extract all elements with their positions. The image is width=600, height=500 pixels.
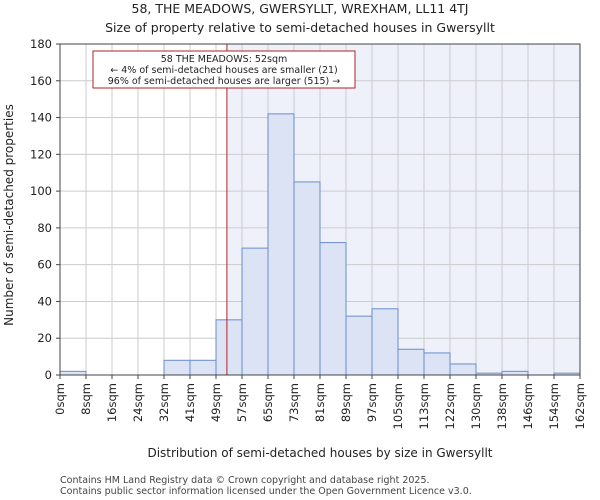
- annotation-frame: [92, 50, 356, 89]
- x-tick-label: 162sqm: [573, 383, 587, 429]
- y-tick-label: 0: [45, 368, 52, 382]
- y-tick-label: 60: [37, 258, 52, 272]
- y-tick-label: 120: [30, 147, 52, 161]
- y-tick-label: 140: [30, 111, 52, 125]
- bar-97sqm: [371, 308, 399, 376]
- x-tick-label: 0sqm: [53, 383, 67, 415]
- x-tick-label: 138sqm: [495, 383, 509, 429]
- x-tick-label: 73sqm: [287, 383, 301, 422]
- x-tick-label: 89sqm: [339, 383, 353, 422]
- y-tick-label: 40: [37, 294, 52, 308]
- x-tick-label: 32sqm: [157, 383, 171, 422]
- annotation-line-3: 96% of semi-detached houses are larger (…: [108, 76, 341, 87]
- y-tick-label: 80: [37, 221, 52, 235]
- y-tick-label: 180: [30, 37, 52, 51]
- x-tick-label: 81sqm: [313, 383, 327, 422]
- x-tick-label: 49sqm: [209, 383, 223, 422]
- bar-65sqm: [267, 113, 295, 376]
- x-tick-label: 41sqm: [183, 383, 197, 422]
- y-tick-label: 20: [37, 331, 52, 345]
- y-axis-title: Number of semi-detached properties: [2, 104, 16, 326]
- annotation-line-2: ← 4% of semi-detached houses are smaller…: [110, 65, 338, 76]
- bar-81sqm: [319, 242, 347, 376]
- x-tick-label: 57sqm: [235, 383, 249, 422]
- footer-line-1: Contains HM Land Registry data © Crown c…: [60, 475, 430, 486]
- bar-32sqm: [163, 359, 191, 376]
- bar-122sqm: [449, 363, 477, 376]
- bar-41sqm: [189, 359, 217, 376]
- y-tick-label: 160: [30, 74, 52, 88]
- x-tick-label: 65sqm: [261, 383, 275, 422]
- x-tick-label: 113sqm: [417, 383, 431, 429]
- chart-title-line-2: Size of property relative to semi-detach…: [105, 20, 495, 35]
- bar-105sqm: [397, 348, 425, 376]
- bar-0sqm: [59, 370, 87, 376]
- bar-57sqm: [241, 247, 269, 376]
- x-tick-label: 154sqm: [547, 383, 561, 429]
- x-tick-label: 16sqm: [105, 383, 119, 422]
- bar-113sqm: [423, 352, 451, 376]
- annotation-box: 58 THE MEADOWS: 52sqm ← 4% of semi-detac…: [92, 50, 356, 89]
- x-tick-label: 8sqm: [79, 383, 93, 415]
- annotation-line-1: 58 THE MEADOWS: 52sqm: [161, 54, 288, 65]
- y-tick-label: 100: [30, 184, 52, 198]
- bar-73sqm: [293, 181, 321, 376]
- chart-title-line-1: 58, THE MEADOWS, GWERSYLLT, WREXHAM, LL1…: [132, 1, 469, 16]
- x-tick-label: 146sqm: [521, 383, 535, 429]
- x-tick-label: 130sqm: [469, 383, 483, 429]
- bar-49sqm: [215, 319, 243, 376]
- x-tick-label: 97sqm: [365, 383, 379, 422]
- x-axis-title: Distribution of semi-detached houses by …: [147, 446, 492, 460]
- footer-line-2: Contains public sector information licen…: [60, 486, 472, 497]
- x-tick-label: 105sqm: [391, 383, 405, 429]
- x-tick-label: 24sqm: [131, 383, 145, 422]
- x-tick-label: 122sqm: [443, 383, 457, 429]
- bar-89sqm: [345, 315, 373, 376]
- bar-138sqm: [501, 370, 529, 376]
